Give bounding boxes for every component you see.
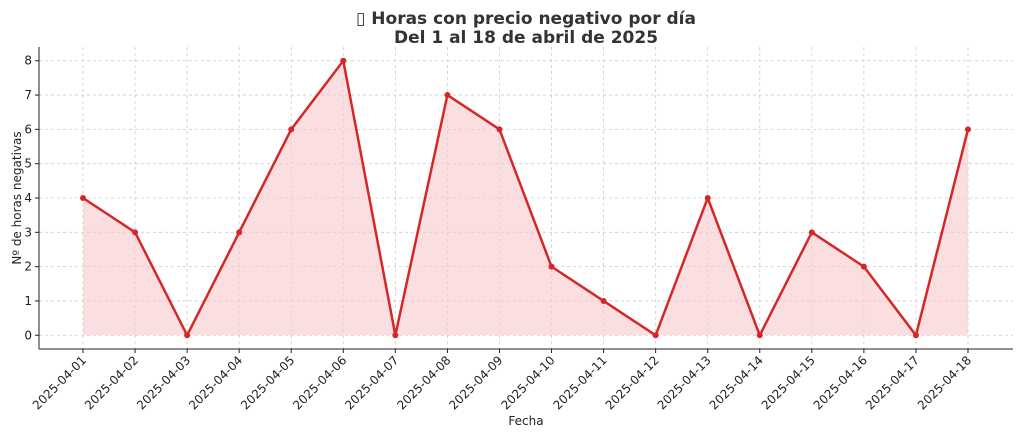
data-point (236, 229, 243, 236)
x-tick-label: 2025-04-03 (134, 353, 193, 412)
y-tick-label: 0 (24, 328, 32, 342)
x-tick-label: 2025-04-10 (498, 353, 557, 412)
x-tick-label: 2025-04-06 (290, 353, 349, 412)
data-point (756, 332, 763, 339)
data-points (80, 57, 971, 339)
x-tick-label: 2025-04-12 (603, 353, 662, 412)
y-ticks: 0 1 2 3 4 5 6 7 8 (24, 54, 39, 342)
y-tick-label: 1 (24, 294, 32, 308)
x-tick-label: 2025-04-15 (759, 353, 818, 412)
data-point (965, 126, 971, 133)
data-point (496, 126, 503, 133)
y-tick-label: 8 (24, 54, 32, 68)
y-tick-label: 7 (24, 88, 32, 102)
data-point (132, 229, 139, 236)
x-tick-label: 2025-04-16 (811, 353, 870, 412)
title-icon: ▯ (356, 9, 365, 29)
x-tick-label: 2025-04-18 (915, 353, 974, 412)
data-point (340, 57, 347, 64)
data-point (860, 263, 867, 270)
series-polyline (82, 59, 970, 337)
x-ticks: 2025-04-012025-04-022025-04-032025-04-04… (30, 349, 974, 412)
x-tick-label: 2025-04-02 (82, 353, 141, 412)
y-tick-label: 2 (24, 260, 32, 274)
x-tick-label: 2025-04-09 (446, 353, 505, 412)
x-tick-label: 2025-04-14 (707, 353, 766, 412)
chart-title: ▯ Horas con precio negativo por día (356, 9, 696, 29)
data-point (808, 229, 815, 236)
x-axis-label: Fecha (508, 414, 543, 428)
y-tick-label: 6 (24, 122, 32, 136)
data-point (444, 92, 451, 99)
data-point (80, 195, 86, 201)
data-point (184, 332, 191, 339)
y-tick-label: 5 (24, 157, 32, 171)
x-tick-label: 2025-04-13 (655, 353, 714, 412)
data-point (912, 332, 919, 339)
data-point (600, 297, 607, 304)
chart-subtitle: Del 1 al 18 de abril de 2025 (394, 28, 658, 48)
x-tick-label: 2025-04-04 (186, 353, 245, 412)
title-text: Horas con precio negativo por día (371, 9, 696, 29)
data-point (392, 332, 399, 339)
y-axis-label: Nº de horas negativas (10, 131, 24, 264)
data-point (288, 126, 295, 133)
x-tick-label: 2025-04-05 (238, 353, 297, 412)
x-tick-label: 2025-04-07 (342, 353, 401, 412)
y-tick-label: 4 (24, 191, 32, 205)
x-tick-label: 2025-04-17 (863, 353, 922, 412)
y-tick-label: 3 (24, 225, 32, 239)
data-point (652, 332, 659, 339)
x-tick-label: 2025-04-11 (550, 353, 609, 412)
data-point (704, 195, 711, 201)
x-tick-label: 2025-04-01 (30, 353, 89, 412)
series-line (82, 59, 970, 337)
data-point (548, 263, 555, 270)
x-tick-label: 2025-04-08 (394, 353, 453, 412)
